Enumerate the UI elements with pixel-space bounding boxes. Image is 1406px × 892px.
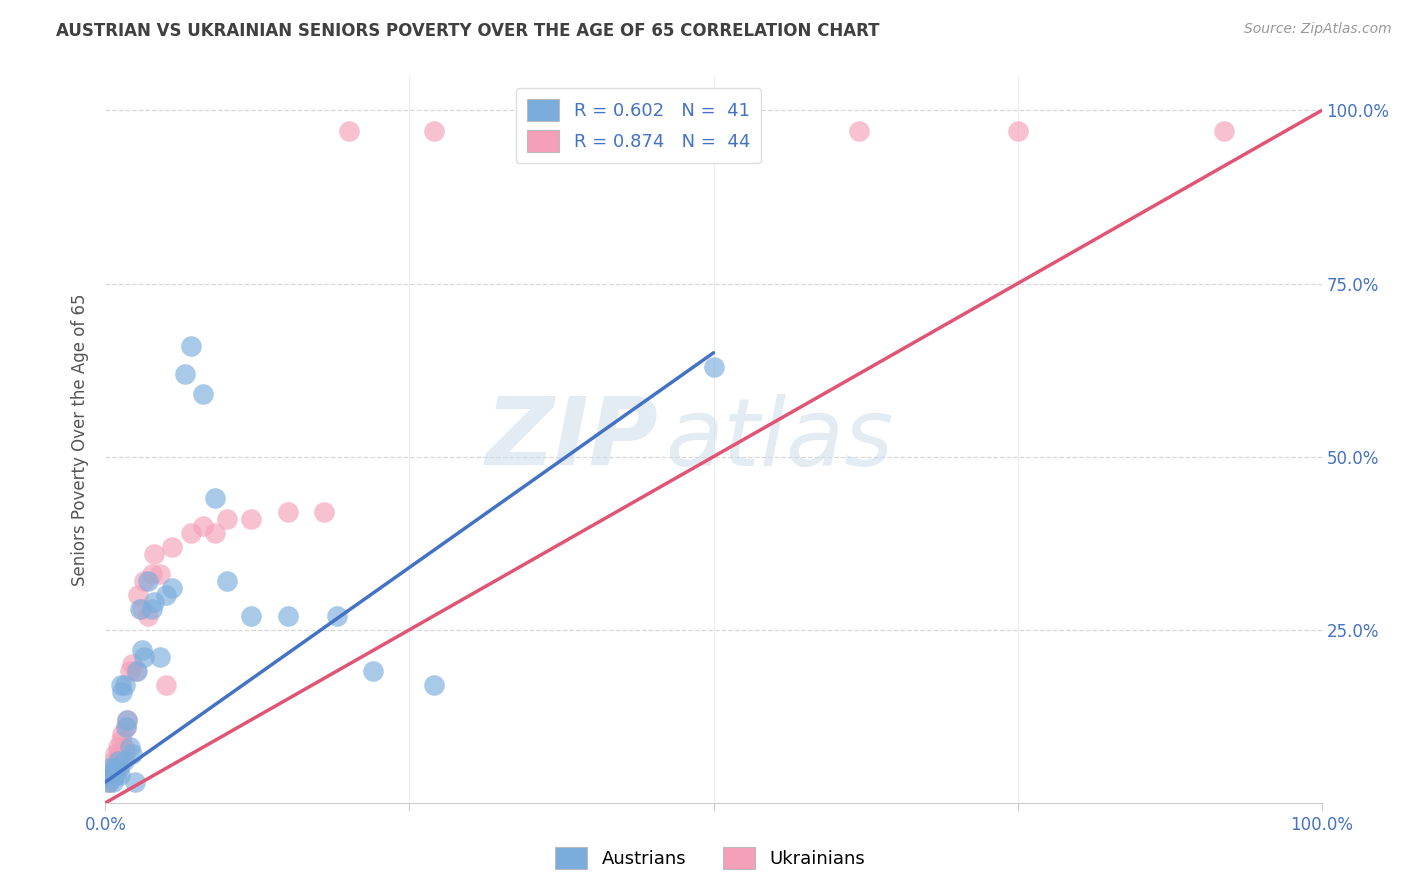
Point [520,124,543,138]
Point [97,768,120,782]
Point [97,768,120,782]
Point [111,726,134,740]
Point [103,754,125,768]
Point [117,713,139,727]
Point [108,747,131,762]
Point [162,540,184,554]
Point [131,602,153,616]
Point [98,775,121,789]
Point [117,713,139,727]
Point [98,768,121,782]
Point [105,761,128,775]
Text: AUSTRIAN VS UKRAINIAN SENIORS POVERTY OVER THE AGE OF 65 CORRELATION CHART: AUSTRIAN VS UKRAINIAN SENIORS POVERTY OV… [56,22,880,40]
Point [180,339,202,353]
Point [100,768,122,782]
Point [104,747,127,762]
Point [101,768,124,782]
Legend: Austrians, Ukrainians: Austrians, Ukrainians [547,839,873,876]
Point [114,678,136,692]
Point [108,761,131,775]
Point [136,574,159,589]
Point [108,754,131,768]
Point [423,678,446,692]
Point [143,547,166,561]
Point [107,740,129,755]
Point [136,608,159,623]
Y-axis label: Seniors Poverty Over the Age of 65: Seniors Poverty Over the Age of 65 [72,293,90,585]
Point [702,359,725,374]
Point [217,574,239,589]
Point [423,124,446,138]
Point [277,505,299,519]
Point [131,643,153,657]
Point [111,685,134,699]
Point [325,608,347,623]
Text: Source: ZipAtlas.com: Source: ZipAtlas.com [1244,22,1392,37]
Point [124,775,146,789]
Text: ZIP: ZIP [486,393,659,485]
Point [848,124,870,138]
Point [105,768,128,782]
Point [125,665,148,679]
Point [314,505,336,519]
Point [337,124,360,138]
Point [115,720,138,734]
Point [110,678,132,692]
Point [110,733,132,747]
Point [134,650,156,665]
Point [118,665,141,679]
Point [112,754,135,768]
Point [1007,124,1029,138]
Point [127,588,149,602]
Point [101,775,124,789]
Point [125,665,148,679]
Point [217,512,239,526]
Point [98,775,121,789]
Point [118,740,141,755]
Point [141,567,163,582]
Point [100,761,122,775]
Point [114,747,136,762]
Point [173,367,195,381]
Point [204,491,226,505]
Point [1213,124,1236,138]
Point [108,768,131,782]
Point [240,512,263,526]
Point [103,768,125,782]
Point [96,775,118,789]
Point [104,761,127,775]
Point [361,665,384,679]
Text: atlas: atlas [665,393,893,485]
Point [143,595,166,609]
Point [702,124,725,138]
Point [240,608,263,623]
Point [162,581,184,595]
Point [98,761,121,775]
Point [107,754,129,768]
Point [204,525,226,540]
Point [180,525,202,540]
Legend: R = 0.602   N =  41, R = 0.874   N =  44: R = 0.602 N = 41, R = 0.874 N = 44 [516,88,761,163]
Point [149,650,172,665]
Point [128,602,150,616]
Point [149,567,172,582]
Point [121,657,143,672]
Point [115,720,138,734]
Point [277,608,299,623]
Point [191,519,214,533]
Point [134,574,156,589]
Point [112,740,135,755]
Point [155,588,177,602]
Point [141,602,163,616]
Point [191,387,214,401]
Point [121,747,143,762]
Point [155,678,177,692]
